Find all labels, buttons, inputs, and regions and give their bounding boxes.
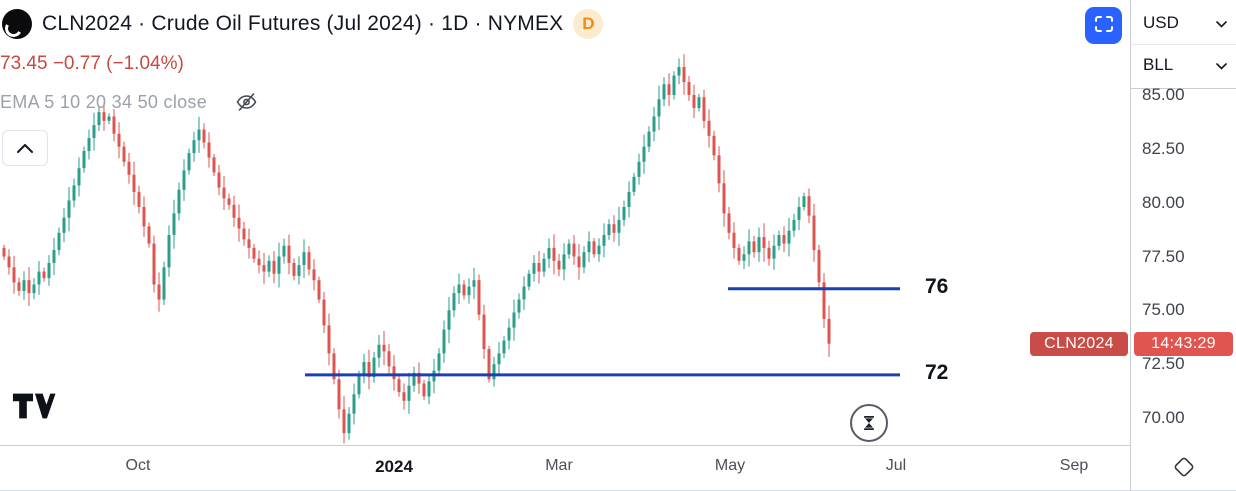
- time-tick-label: May: [714, 457, 746, 474]
- fullscreen-button[interactable]: [1085, 7, 1122, 44]
- price-tick-label: 77.50: [1142, 246, 1185, 266]
- expand-corners-icon: [1094, 15, 1114, 36]
- ema-indicator-label[interactable]: EMA 5 10 20 34 50 close: [0, 91, 208, 112]
- chevron-down-icon: [1216, 13, 1227, 33]
- divider: [1131, 88, 1236, 89]
- unit-value: BLL: [1143, 55, 1174, 74]
- price-tick-label: 75.00: [1142, 300, 1185, 320]
- price-level-label[interactable]: 72: [925, 360, 949, 384]
- tradingview-logo[interactable]: [12, 392, 56, 425]
- price-tick-label: 72.50: [1142, 354, 1185, 374]
- chevron-down-icon: [1216, 55, 1227, 75]
- divider: [1131, 44, 1236, 45]
- broker-logo-icon: [2, 9, 32, 39]
- chart-area[interactable]: CLN2024 · Crude Oil Futures (Jul 2024) ·…: [0, 0, 1130, 445]
- time-tick-label: Sep: [1059, 457, 1089, 474]
- symbol-price-badge: CLN2024: [1030, 331, 1128, 356]
- symbol-title[interactable]: CLN2024 · Crude Oil Futures (Jul 2024) ·…: [42, 12, 564, 35]
- price-tick-label: 70.00: [1142, 408, 1185, 427]
- bar-countdown-badge: 14:43:29: [1134, 331, 1233, 356]
- currency-select[interactable]: USD: [1143, 3, 1227, 43]
- chevron-up-icon: [17, 141, 33, 156]
- price-level-label[interactable]: 76: [925, 274, 949, 298]
- time-tick-label: Oct: [125, 457, 151, 474]
- price-tick-label: 82.50: [1142, 138, 1185, 158]
- time-axis[interactable]: Oct 2024 Mar May Jul Sep: [0, 445, 1236, 490]
- price-tick-label: 85.00: [1142, 85, 1185, 104]
- hourglass-icon[interactable]: [850, 404, 888, 442]
- price-scale-settings-icon[interactable]: [1169, 452, 1199, 482]
- time-tick-label: Jul: [885, 457, 907, 474]
- time-tick-label: 2024: [375, 457, 413, 476]
- candlestick-chart: [2, 54, 900, 444]
- price-axis[interactable]: USD BLL 85.00 82.50 80.00 77.50 75.00 72.50 70…: [1130, 0, 1236, 490]
- currency-value: USD: [1143, 13, 1179, 32]
- unit-select[interactable]: BLL: [1143, 45, 1227, 85]
- price-tick-label: 80.00: [1142, 192, 1185, 212]
- chart-header: CLN2024 · Crude Oil Futures (Jul 2024) ·…: [2, 9, 604, 39]
- eye-off-icon[interactable]: [233, 90, 260, 114]
- time-tick-label: Mar: [545, 457, 573, 474]
- last-price-change: 73.45 −0.77 (−1.04%): [0, 53, 184, 74]
- indicator-row: EMA 5 10 20 34 50 close: [0, 90, 260, 114]
- interval-badge[interactable]: D: [573, 9, 604, 39]
- collapse-panel-button[interactable]: [2, 130, 48, 166]
